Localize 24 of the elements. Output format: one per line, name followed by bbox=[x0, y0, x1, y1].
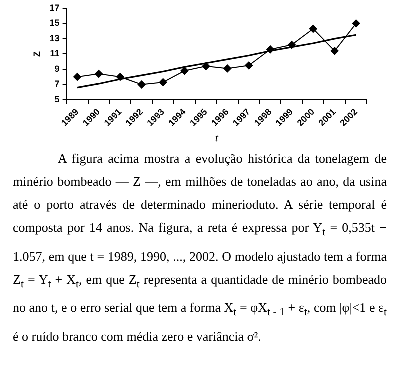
point bbox=[330, 47, 339, 56]
point bbox=[116, 73, 124, 82]
point bbox=[245, 62, 254, 70]
point bbox=[94, 70, 103, 78]
y-tick-label: 11 bbox=[50, 48, 60, 59]
point bbox=[74, 73, 82, 82]
point bbox=[352, 20, 360, 28]
y-tick-label: 5 bbox=[54, 94, 60, 104]
point bbox=[202, 62, 210, 70]
point bbox=[266, 46, 275, 54]
x-axis-title: t bbox=[215, 132, 220, 144]
text: A figura acima mostra a evolução histórica da tonelagem de minério bombeado — Z —, em milhões de toneladas ao ano, da usina até o porto através de determinado minerioduto. A série temporal é composta por 14 anos. Na figura, a reta é expressa por Y$_{t}$ = 0,535t − 1.057, em que t = 1989, 1990, ..., 2002. O modelo ajustado tem a forma Z$_{t}$ = Y$_{t}$ + X$_{t}$, em que Z$_{t}$ representa a quantidade de minério bombeado no ano t, e o erro serial que tem a forma X$_{t}$ = φX$_{t - 1}$ + ε$_{t}$, com |φ|<1 e ε$_{t}$ é o ruído branco com média zero e variância σ². bbox=[13, 151, 387, 344]
y-tick-label: 17 bbox=[50, 2, 60, 13]
point bbox=[180, 67, 189, 75]
point bbox=[159, 78, 168, 86]
point bbox=[224, 64, 232, 73]
point bbox=[288, 41, 296, 50]
y-tick-label: 7 bbox=[54, 79, 60, 90]
y-tick-label: 15 bbox=[50, 18, 60, 28]
y-tick-label: 13 bbox=[50, 33, 60, 44]
point bbox=[138, 80, 146, 89]
y-axis-title: Z bbox=[32, 50, 42, 57]
point bbox=[309, 25, 318, 34]
y-tick-label: 9 bbox=[54, 64, 60, 74]
